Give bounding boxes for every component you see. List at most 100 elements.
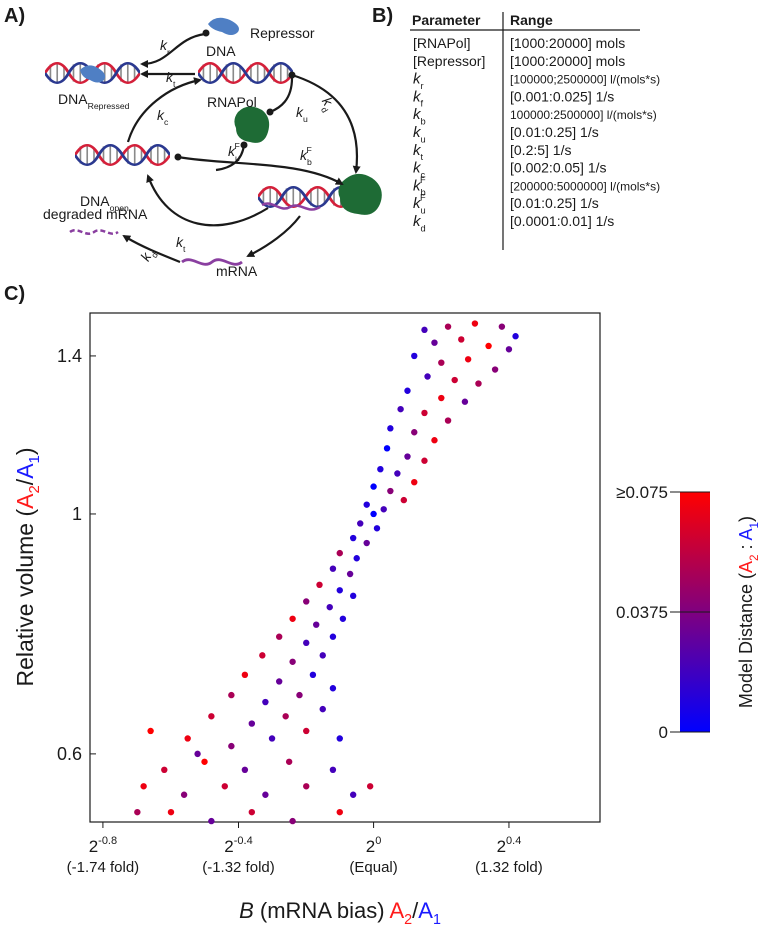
tick-exponent: -0.8	[98, 835, 117, 847]
arrow	[146, 174, 269, 227]
point	[268, 735, 276, 742]
x-tick-note: (1.32 fold)	[475, 859, 543, 876]
point	[458, 336, 465, 343]
arrow	[126, 77, 202, 143]
point	[505, 346, 513, 353]
label: kuF	[228, 141, 240, 163]
table-cell: [0.01:0.25] 1/s	[510, 195, 599, 211]
x-tick-note: (-1.74 fold)	[67, 859, 140, 876]
point	[475, 380, 482, 387]
label: ku	[296, 104, 308, 124]
label-superscript: F	[420, 193, 426, 203]
label-main: k	[176, 234, 184, 250]
point	[147, 727, 154, 735]
x-tick-note: (Equal)	[349, 859, 397, 876]
label-main: k	[296, 104, 304, 120]
arrow	[122, 234, 181, 264]
label: kf	[413, 88, 424, 108]
point	[329, 766, 337, 774]
tick-base: 2	[224, 837, 233, 856]
arrow	[215, 144, 246, 172]
point	[208, 817, 215, 825]
point	[336, 808, 343, 816]
label-subscript: r	[167, 47, 170, 57]
label-subscript: d'	[149, 249, 161, 260]
point	[411, 478, 418, 486]
label-subscript: t	[173, 79, 176, 89]
label-subscript: r	[421, 81, 424, 91]
table-cell: [200000:5000000] l/(mols*s)	[510, 179, 660, 193]
table-cell: 100000:2500000] l/(mols*s)	[510, 108, 657, 122]
label: kc	[157, 107, 169, 127]
label-subscript: open	[110, 203, 129, 213]
axis-title-part: /	[412, 898, 419, 923]
label-subscript: c	[421, 170, 426, 180]
axis-title-part: A	[418, 898, 433, 923]
point	[424, 373, 431, 380]
axis-title-part: :	[736, 540, 756, 554]
point	[289, 658, 296, 665]
point	[289, 817, 296, 825]
point	[349, 534, 357, 542]
label-main: DNA	[80, 193, 110, 209]
axis-title-part: (mRNA bias)	[254, 898, 390, 923]
label: kb	[413, 106, 426, 126]
label-subscript: b	[421, 116, 426, 126]
plot-frame	[89, 312, 601, 823]
diagram	[45, 17, 382, 266]
label: DNARepressed	[58, 91, 130, 111]
tick-exponent: 0	[375, 835, 381, 847]
label-main: k	[413, 71, 422, 88]
point	[221, 783, 228, 790]
table-cell: [100000;2500000] l/(mols*s)	[510, 73, 660, 87]
label-subscript: u	[303, 114, 308, 124]
label-main: k	[166, 69, 174, 85]
point	[303, 783, 310, 790]
label: Repressor	[250, 25, 315, 41]
label-subscript: f	[421, 99, 424, 109]
x-tick-label: 2-0.8	[89, 835, 117, 856]
point	[248, 720, 256, 727]
point	[319, 652, 326, 659]
table-cell: [1000:20000] mols	[510, 35, 625, 51]
label-main: mRNA	[216, 263, 258, 279]
label-main: [Repressor]	[413, 53, 485, 69]
axis-title-part: )	[736, 516, 756, 522]
point	[248, 808, 256, 816]
label: kbF	[300, 145, 312, 167]
point	[349, 592, 357, 600]
table-header: Range	[510, 12, 553, 28]
colorbar-tick-label: ≥0.075	[616, 483, 668, 502]
point	[262, 698, 269, 706]
point	[180, 791, 188, 798]
degraded-mrna-icon	[69, 229, 119, 235]
point	[421, 457, 428, 464]
colorbar-tick-label: 0.0375	[616, 603, 668, 622]
point	[201, 758, 208, 765]
point	[275, 678, 283, 685]
x-tick-label: 20	[366, 835, 382, 856]
label-superscript: F	[307, 145, 312, 155]
point	[303, 598, 310, 605]
x-tick-label: 2-0.4	[224, 835, 252, 856]
arrow	[140, 32, 206, 68]
point	[241, 766, 249, 774]
label-subscript: c	[164, 117, 169, 127]
point	[346, 570, 354, 578]
point	[313, 621, 320, 628]
point	[241, 671, 249, 679]
axis-title-part: A	[12, 493, 38, 509]
point	[353, 555, 360, 562]
y-tick-label: 0.6	[57, 744, 82, 764]
point	[491, 366, 499, 373]
point	[184, 735, 191, 742]
tick-base: 2	[497, 837, 506, 856]
point	[134, 808, 141, 816]
axis-title-part: B	[239, 898, 254, 923]
axis-title-part: Model Distance (	[736, 573, 756, 708]
label: kuF	[413, 193, 426, 216]
point	[464, 356, 472, 363]
point	[498, 323, 506, 330]
point	[228, 691, 235, 699]
label-subscript: Repressed	[88, 101, 130, 111]
